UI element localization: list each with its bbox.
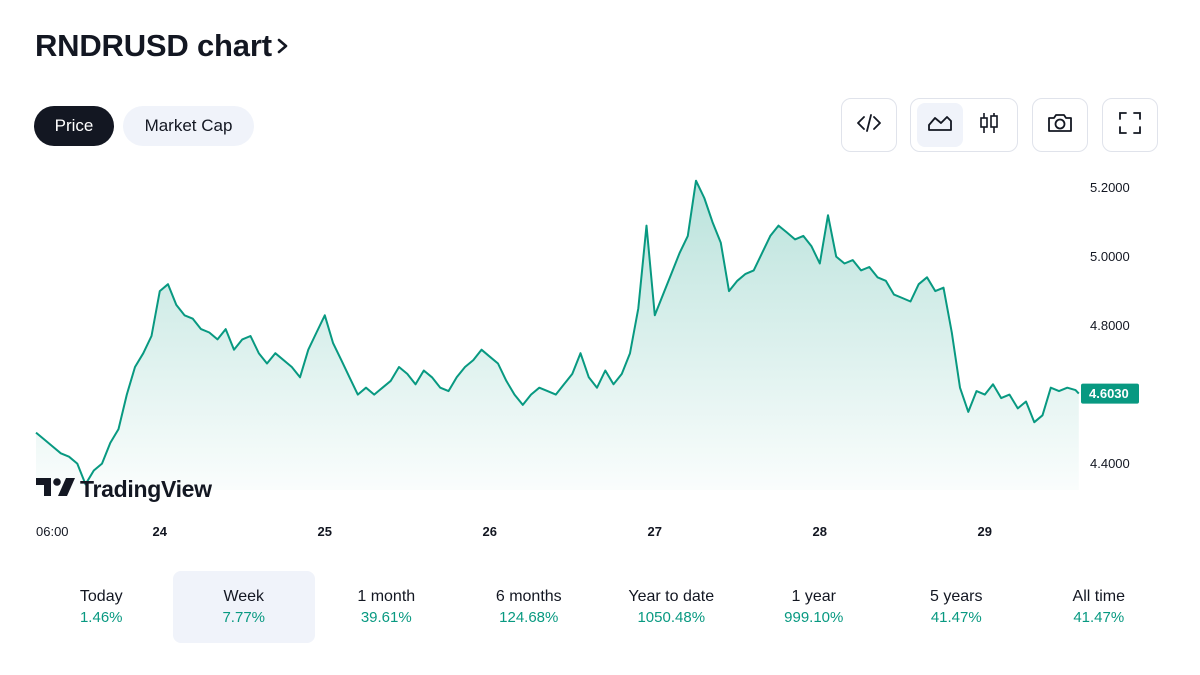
period-change: 41.47% [930, 609, 982, 626]
period-5-years[interactable]: 5 years 41.47% [885, 571, 1028, 643]
fullscreen-button[interactable] [1102, 98, 1158, 152]
x-tick-label: 27 [648, 524, 662, 539]
period-change: 7.77% [222, 609, 266, 626]
fullscreen-icon [1118, 111, 1142, 140]
y-tick-label: 5.2000 [1090, 180, 1130, 195]
x-tick-label: 29 [978, 524, 992, 539]
performance-periods: Today 1.46% Week 7.77% 1 month 39.61% 6 … [30, 571, 1170, 643]
last-price-label: 4.6030 [1081, 383, 1139, 404]
tradingview-logo-text: TradingView [80, 476, 212, 502]
tab-price[interactable]: Price [34, 106, 114, 146]
embed-button[interactable] [841, 98, 897, 152]
period-today[interactable]: Today 1.46% [30, 571, 173, 643]
x-tick-label: 26 [483, 524, 497, 539]
chart-style-group [910, 98, 1018, 152]
period-change: 124.68% [499, 609, 559, 626]
period-label: Today [79, 588, 123, 605]
period-change: 39.61% [360, 609, 412, 626]
y-tick-label: 4.8000 [1090, 318, 1130, 333]
period-all-time[interactable]: All time 41.47% [1028, 571, 1171, 643]
x-tick-label: 06:00 [36, 524, 69, 539]
period-change: 1.46% [79, 609, 123, 626]
last-price-badge [1081, 383, 1139, 404]
x-tick-label: 24 [153, 524, 168, 539]
y-tick-label: 4.4000 [1090, 456, 1130, 471]
period-label: 6 months [495, 588, 562, 605]
embed-code-icon [856, 112, 882, 139]
period-week[interactable]: Week 7.77% [172, 571, 315, 643]
price-area-fill [36, 180, 1079, 490]
period-year-to-date[interactable]: Year to date 1050.48% [600, 571, 743, 643]
period-label: 1 month [357, 588, 416, 605]
period-1-month[interactable]: 1 month 39.61% [315, 571, 458, 643]
price-line [35, 179, 1080, 486]
tradingview-logo-icon [36, 476, 76, 503]
y-tick-label: 5.0000 [1090, 249, 1130, 264]
period-change: 999.10% [784, 609, 844, 626]
x-tick-label: 25 [318, 524, 332, 539]
camera-icon [1046, 111, 1074, 140]
period-change: 1050.48% [637, 609, 706, 626]
period-6-months[interactable]: 6 months 124.68% [458, 571, 601, 643]
candlestick-icon [978, 111, 1000, 140]
time-axis: 06:00 24 25 26 27 28 29 [36, 524, 992, 539]
period-change: 41.47% [1073, 609, 1125, 626]
period-label: Year to date [628, 588, 715, 605]
period-label: 5 years [930, 588, 983, 605]
area-chart-icon [927, 113, 953, 138]
snapshot-button[interactable] [1032, 98, 1088, 152]
area-style-button[interactable] [916, 103, 963, 147]
candle-style-button[interactable] [966, 103, 1012, 147]
chevron-right-icon [276, 35, 290, 57]
period-label: All time [1072, 588, 1125, 605]
period-label: Week [223, 588, 265, 605]
tab-market-cap[interactable]: Market Cap [123, 106, 254, 146]
last-price-text: 4.6030 [1089, 386, 1129, 401]
tradingview-logo[interactable]: TradingView [36, 476, 212, 503]
x-tick-label: 28 [813, 524, 827, 539]
chart-title-link[interactable]: RNDRUSD chart [35, 28, 290, 64]
page-title: RNDRUSD chart [35, 28, 272, 63]
period-1-year[interactable]: 1 year 999.10% [743, 571, 886, 643]
period-label: 1 year [791, 588, 836, 605]
